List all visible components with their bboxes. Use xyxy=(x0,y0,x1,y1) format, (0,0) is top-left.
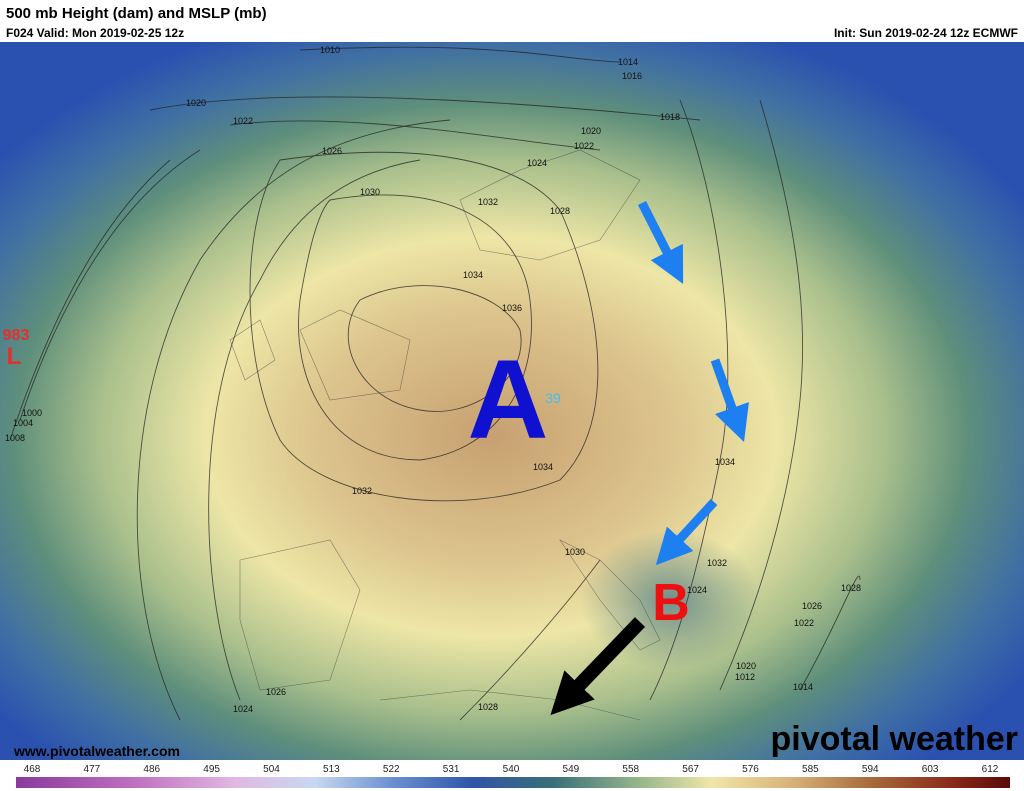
isobar-label: 1026 xyxy=(802,601,822,611)
colorbar-label: 540 xyxy=(503,764,520,775)
isobar-label: 1024 xyxy=(233,704,253,714)
isobar-label: 1008 xyxy=(5,433,25,443)
colorbar-label: 531 xyxy=(443,764,460,775)
isobar-label: 1028 xyxy=(478,702,498,712)
arrow xyxy=(637,200,684,285)
colorbar-label: 504 xyxy=(263,764,280,775)
isobar-label: 1034 xyxy=(533,462,553,472)
isobar-label: 1026 xyxy=(322,146,342,156)
colorbar xyxy=(16,777,1010,788)
isobar-label: 1028 xyxy=(550,206,570,216)
isobar-label: 1020 xyxy=(736,661,756,671)
logo: pivotal weather xyxy=(770,720,1018,758)
colorbar-label: 477 xyxy=(84,764,101,775)
isobar-label: 1000 xyxy=(22,408,42,418)
isobar-label: 1016 xyxy=(622,71,642,81)
high-value: 39 xyxy=(545,390,561,406)
colorbar-label: 468 xyxy=(24,764,41,775)
isobar-label: 1028 xyxy=(841,583,861,593)
isobar-label: 1032 xyxy=(707,558,727,568)
website: www.pivotalweather.com xyxy=(13,743,180,759)
annotation-b: B xyxy=(652,574,690,632)
isobar-label: 1022 xyxy=(574,141,594,151)
isobar-label: 1034 xyxy=(715,457,735,467)
isobar-label: 1018 xyxy=(660,112,680,122)
colorbar-label: 549 xyxy=(563,764,580,775)
colorbar-label: 612 xyxy=(982,764,999,775)
colorbar-label: 603 xyxy=(922,764,939,775)
annotation-a: A xyxy=(468,337,549,462)
isobar-label: 1004 xyxy=(13,418,33,428)
valid-time: F024 Valid: Mon 2019-02-25 12z xyxy=(6,26,184,40)
isobar-label: 1014 xyxy=(793,682,813,692)
low-value: 983 xyxy=(3,327,30,344)
colorbar-label: 513 xyxy=(323,764,340,775)
init-time: Init: Sun 2019-02-24 12z ECMWF xyxy=(834,26,1018,40)
isobar-label: 1022 xyxy=(233,116,253,126)
colorbar-label: 486 xyxy=(143,764,160,775)
isobar-label: 1020 xyxy=(186,98,206,108)
arrow xyxy=(710,358,749,442)
isobar-label: 1020 xyxy=(581,126,601,136)
arrow xyxy=(655,498,718,566)
flow-arrows xyxy=(637,200,749,566)
low-symbol: L xyxy=(7,343,22,370)
coastlines xyxy=(229,149,661,721)
black-arrow xyxy=(550,617,646,716)
isobar-label: 1036 xyxy=(502,303,522,313)
isobar-label: 1014 xyxy=(618,57,638,67)
colorbar-label: 558 xyxy=(622,764,639,775)
title: 500 mb Height (dam) and MSLP (mb) xyxy=(6,5,267,22)
colorbar-label: 594 xyxy=(862,764,879,775)
colorbar-label: 576 xyxy=(742,764,759,775)
isobar-label: 1034 xyxy=(463,270,483,280)
isobar-label: 1024 xyxy=(527,158,547,168)
isobar-label: 1024 xyxy=(687,585,707,595)
isobar-label: 1012 xyxy=(735,672,755,682)
isobar-label: 1022 xyxy=(794,618,814,628)
isobar-label: 1032 xyxy=(352,486,372,496)
isobar-label: 1026 xyxy=(266,687,286,697)
isobar-label: 1032 xyxy=(478,197,498,207)
colorbar-label: 522 xyxy=(383,764,400,775)
colorbar-label: 567 xyxy=(682,764,699,775)
isobar-label: 1030 xyxy=(565,547,585,557)
isobars xyxy=(9,46,861,721)
isobar-label: 1030 xyxy=(360,187,380,197)
colorbar-label: 585 xyxy=(802,764,819,775)
colorbar-label: 495 xyxy=(203,764,220,775)
isobar-label: 1010 xyxy=(320,45,340,55)
